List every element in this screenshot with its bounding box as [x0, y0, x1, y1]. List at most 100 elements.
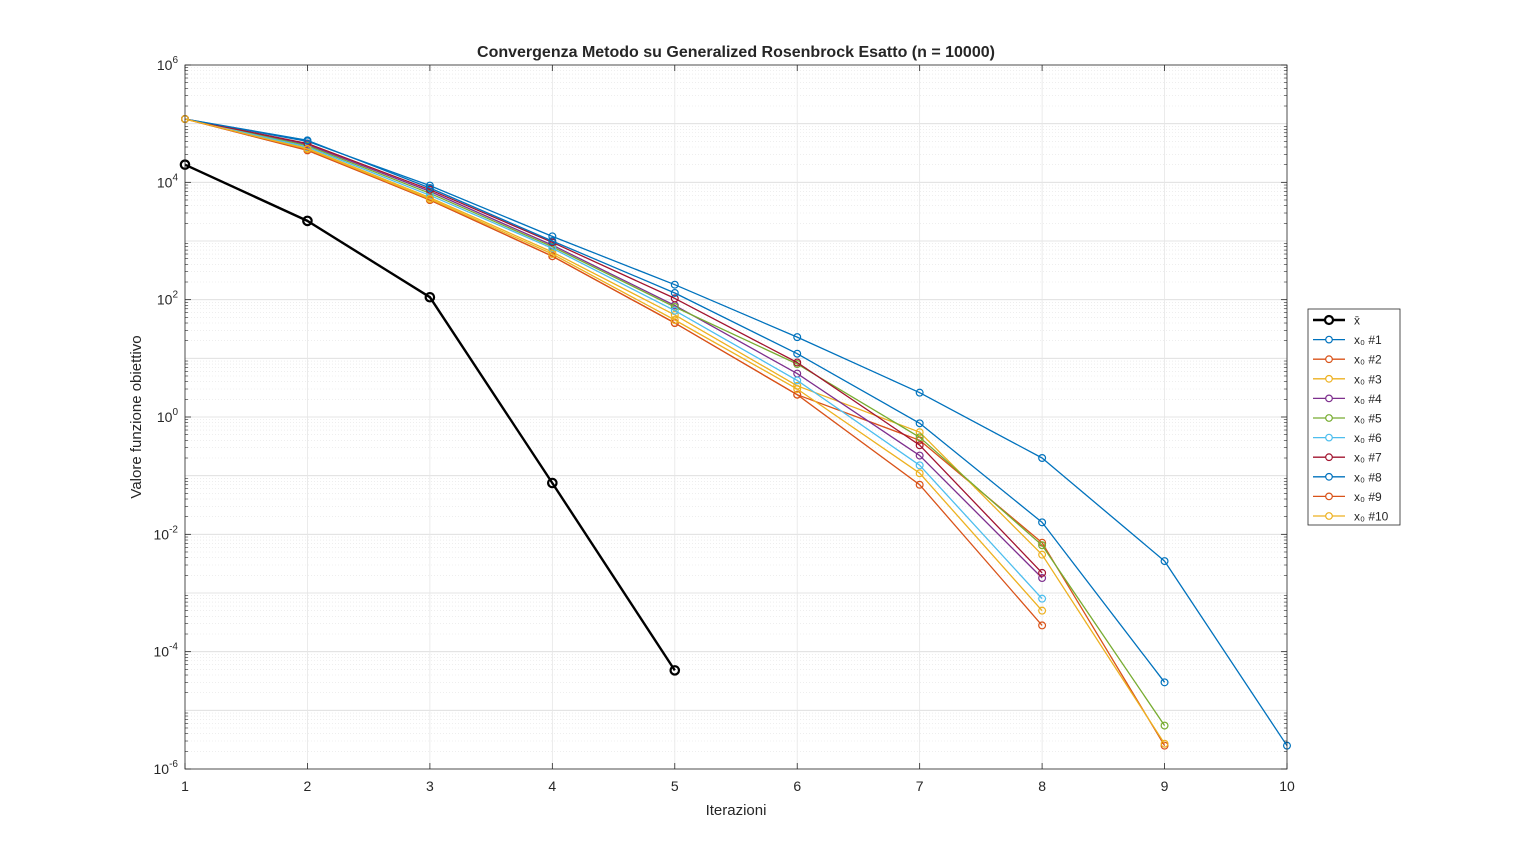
data-point [915, 441, 924, 450]
x-tick-label: 3 [426, 778, 434, 794]
x-tick-label: 4 [548, 778, 556, 794]
x-tick-label: 5 [671, 778, 679, 794]
x-tick-label: 2 [304, 778, 312, 794]
data-point [915, 451, 924, 460]
y-tick-exponent: -4 [169, 642, 178, 653]
x-tick-label: 7 [916, 778, 924, 794]
y-tick-base: 10 [157, 409, 173, 425]
data-point [1038, 550, 1047, 559]
data-point [793, 390, 802, 399]
legend-marker [1325, 394, 1333, 403]
data-point [1160, 678, 1169, 687]
series-line [184, 118, 1166, 683]
data-point [915, 480, 924, 489]
data-point [1160, 557, 1169, 566]
series-line [184, 118, 1043, 579]
series-layer [179, 115, 1291, 750]
data-point [425, 184, 434, 193]
data-point [793, 385, 802, 394]
data-point [1160, 739, 1169, 748]
x-tick-label: 10 [1279, 778, 1295, 794]
y-axis-label: Valore funzione obiettivo [128, 335, 145, 498]
y-tick-base: 10 [154, 644, 170, 660]
legend: x̄ x₀ #1 x₀ #2 x₀ #3 x₀ #4 x₀ #5 x₀ #6 x₀ #7 x₀ … [1307, 308, 1401, 526]
legend-marker [1325, 355, 1333, 364]
data-point [1038, 454, 1047, 463]
series-line [184, 118, 1043, 626]
y-tick-label: 10-4 [154, 642, 179, 660]
data-point [915, 388, 924, 397]
data-point [547, 477, 558, 489]
data-point [425, 194, 434, 203]
data-point [424, 291, 436, 303]
data-point [670, 280, 679, 289]
y-tick-base: 10 [157, 174, 173, 190]
series-line [184, 118, 1043, 600]
series-line [184, 163, 676, 672]
data-point [548, 232, 557, 241]
x-tick-label: 9 [1161, 778, 1169, 794]
legend-label: x₀ #2 [1354, 353, 1382, 367]
y-tick-label: 102 [157, 290, 179, 308]
legend-label: x₀ #3 [1354, 372, 1382, 386]
y-tick-base: 10 [154, 761, 170, 777]
y-tick-base: 10 [157, 57, 173, 73]
y-tick-label: 10-2 [154, 524, 179, 542]
legend-box [1307, 308, 1401, 526]
legend-label: x̄ [1354, 314, 1360, 328]
data-point [1038, 621, 1047, 630]
y-tick-base: 10 [154, 526, 170, 542]
data-point [670, 310, 679, 319]
legend-label: x₀ #7 [1354, 451, 1382, 465]
data-point [670, 288, 679, 297]
y-tick-exponent: 0 [172, 407, 178, 418]
legend-marker [1325, 433, 1333, 442]
data-point [670, 316, 679, 325]
data-point [915, 433, 924, 442]
y-tick-exponent: 6 [172, 55, 178, 66]
y-tick-exponent: -6 [169, 759, 178, 770]
legend-label: x₀ #8 [1354, 470, 1382, 484]
data-point [915, 419, 924, 428]
data-point [1038, 574, 1047, 583]
data-point [303, 144, 312, 153]
y-tick-exponent: 2 [172, 290, 178, 301]
series-line [184, 118, 1288, 747]
legend-marker [1325, 374, 1333, 383]
y-tick-label: 10-6 [154, 759, 179, 777]
legend-marker [1325, 472, 1333, 481]
y-tick-label: 106 [157, 55, 179, 73]
data-point [1038, 606, 1047, 615]
y-tick-exponent: 4 [172, 172, 178, 183]
data-point [425, 181, 434, 190]
data-point [793, 376, 802, 385]
legend-label: x₀ #6 [1354, 431, 1382, 445]
legend-marker [1325, 512, 1333, 520]
series-line [184, 118, 1043, 612]
y-tick-label: 100 [157, 407, 179, 425]
data-point [548, 250, 557, 259]
legend-marker [1325, 492, 1333, 501]
y-tick-base: 10 [157, 292, 173, 308]
x-axis-label: Iterazioni [706, 802, 767, 819]
x-tick-label: 8 [1038, 778, 1046, 794]
data-point [793, 349, 802, 358]
data-point [548, 237, 557, 246]
chart-title: Convergenza Metodo su Generalized Rosenb… [477, 44, 995, 61]
data-point [1038, 541, 1047, 550]
data-point [1160, 721, 1169, 730]
data-point [302, 215, 313, 227]
legend-label: x₀ #9 [1354, 490, 1382, 504]
data-point [915, 428, 924, 437]
x-tick-label: 6 [793, 778, 801, 794]
legend-label: x₀ #1 [1354, 333, 1382, 347]
legend-marker [1325, 335, 1333, 344]
data-point [1038, 568, 1047, 577]
series-line [184, 118, 1043, 574]
data-point [1038, 518, 1047, 527]
data-point [670, 306, 679, 315]
data-point [915, 469, 924, 478]
data-point [915, 461, 924, 470]
